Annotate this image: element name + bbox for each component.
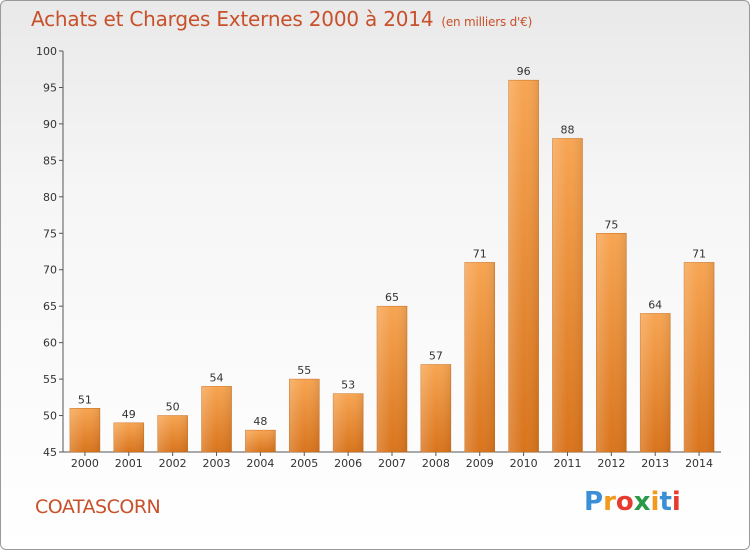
x-tick-label-2010: 2010 xyxy=(510,457,538,470)
bar-shade-2008 xyxy=(420,364,451,452)
bar-shade-2001 xyxy=(113,422,144,452)
data-label-2014: 71 xyxy=(692,247,706,260)
x-tick-label-2001: 2001 xyxy=(115,457,143,470)
x-tick-label-2011: 2011 xyxy=(553,457,581,470)
y-tick-label: 75 xyxy=(43,227,57,240)
x-tick-label-2014: 2014 xyxy=(685,457,713,470)
bar-shade-2012 xyxy=(596,233,627,452)
data-label-2011: 88 xyxy=(560,123,574,136)
proxiti-logo[interactable]: Proxiti xyxy=(584,487,681,517)
logo-letter: x xyxy=(633,487,651,517)
x-tick-label-2013: 2013 xyxy=(641,457,669,470)
data-label-2013: 64 xyxy=(648,298,662,311)
data-label-2008: 57 xyxy=(429,350,443,363)
logo-letter: P xyxy=(584,487,604,517)
x-tick-label-2006: 2006 xyxy=(334,457,362,470)
x-tick-label-2009: 2009 xyxy=(466,457,494,470)
bar-shade-2005 xyxy=(289,379,320,452)
chart-title-text: Achats et Charges Externes 2000 à 2014 xyxy=(31,7,434,31)
x-tick-label-2005: 2005 xyxy=(290,457,318,470)
logo-letter: i xyxy=(650,487,660,517)
data-label-2006: 53 xyxy=(341,379,355,392)
data-label-2003: 54 xyxy=(210,371,224,384)
x-tick-label-2004: 2004 xyxy=(246,457,274,470)
y-tick-label: 60 xyxy=(43,337,57,350)
data-label-2000: 51 xyxy=(78,393,92,406)
y-tick-label: 85 xyxy=(43,154,57,167)
bar-shade-2004 xyxy=(245,430,276,452)
chart-bars: 51 49 50 54 48 55 53 65 57 71 96 88 75 64 71 xyxy=(69,65,715,453)
y-tick-label: 90 xyxy=(43,118,57,131)
data-label-2012: 75 xyxy=(604,218,618,231)
data-label-2005: 55 xyxy=(297,364,311,377)
data-label-2009: 71 xyxy=(473,247,487,260)
x-tick-label-2008: 2008 xyxy=(422,457,450,470)
data-label-2002: 50 xyxy=(166,401,180,414)
x-tick-label-2000: 2000 xyxy=(71,457,99,470)
logo-letter: t xyxy=(659,487,672,517)
place-name: COATASCORN xyxy=(35,496,161,518)
y-tick-label: 70 xyxy=(43,264,57,277)
y-tick-label: 80 xyxy=(43,191,57,204)
bar-shade-2006 xyxy=(333,393,364,452)
bar-shade-2010 xyxy=(508,80,539,452)
bar-shade-2013 xyxy=(640,313,671,452)
x-tick-label-2002: 2002 xyxy=(159,457,187,470)
x-tick-label-2003: 2003 xyxy=(203,457,231,470)
chart-axes: 45 50 55 60 65 70 75 80 85 90 95 100 2000 2001 2002 200… xyxy=(36,45,721,470)
bar-shade-2009 xyxy=(464,262,495,452)
y-tick-label: 55 xyxy=(43,373,57,386)
x-tick-label-2012: 2012 xyxy=(597,457,625,470)
bar-shade-2014 xyxy=(684,262,715,452)
data-label-2001: 49 xyxy=(122,408,136,421)
bar-shade-2000 xyxy=(69,408,100,452)
chart-title: Achats et Charges Externes 2000 à 2014 (e… xyxy=(31,7,532,31)
bar-shade-2007 xyxy=(377,306,407,452)
data-label-2010: 96 xyxy=(517,65,531,78)
y-tick-label: 50 xyxy=(43,410,57,423)
data-label-2004: 48 xyxy=(253,415,267,428)
y-tick-label: 95 xyxy=(43,81,57,94)
y-tick-label: 100 xyxy=(36,45,57,58)
logo-letter: r xyxy=(603,487,616,517)
bar-shade-2011 xyxy=(552,138,583,452)
y-tick-label: 45 xyxy=(43,446,57,459)
data-label-2007: 65 xyxy=(385,291,399,304)
chart-subtitle: (en milliers d'€) xyxy=(441,15,533,29)
bar-shade-2002 xyxy=(157,415,188,452)
logo-letter: i xyxy=(671,487,681,517)
x-tick-label-2007: 2007 xyxy=(378,457,406,470)
y-tick-label: 65 xyxy=(43,300,57,313)
logo-letter: o xyxy=(615,487,634,517)
bar-shade-2003 xyxy=(201,386,232,452)
